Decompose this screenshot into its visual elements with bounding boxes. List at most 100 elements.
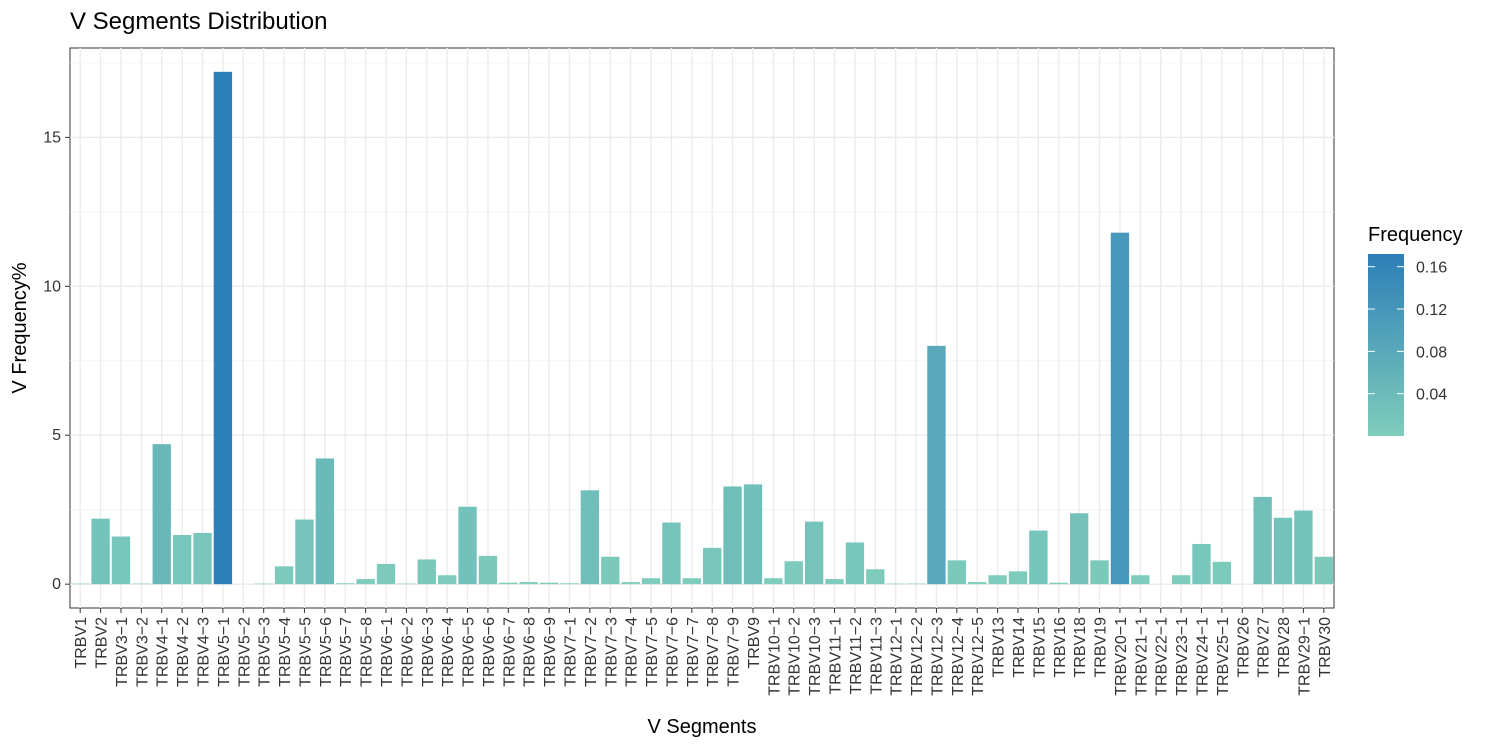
x-tick-label: TRBV12−3: [929, 617, 946, 696]
x-tick-label: TRBV4−2: [175, 617, 192, 687]
bar-trbv10-3: [804, 521, 824, 585]
x-tick-label: TRBV29−1: [1296, 617, 1313, 696]
bar-trbv12-2: [906, 583, 926, 585]
bar-trbv10-2: [784, 561, 803, 585]
x-tick-label: TRBV12−4: [950, 617, 967, 696]
bar-trbv7-9: [723, 486, 742, 585]
bar-trbv5-5: [295, 519, 314, 585]
x-tick-label: TRBV7−3: [603, 617, 620, 687]
bar-trbv13: [988, 575, 1007, 585]
bar-trbv25-1: [1212, 561, 1232, 585]
legend-title: Frequency: [1368, 224, 1463, 246]
bar-trbv3-2: [132, 583, 151, 585]
x-tick-label: TRBV3−1: [114, 617, 131, 687]
bar-trbv12-1: [886, 583, 905, 585]
bar-trbv12-3: [927, 345, 946, 585]
x-tick-label: TRBV5−6: [318, 617, 335, 687]
x-tick-label: TRBV5−2: [236, 617, 253, 687]
x-tick-label: TRBV12−2: [909, 617, 926, 696]
x-tick-label: TRBV20−1: [1113, 617, 1130, 696]
bar-trbv4-1: [152, 444, 171, 585]
x-tick-label: TRBV7−1: [562, 617, 579, 687]
bar-trbv28: [1273, 517, 1293, 585]
x-tick-label: TRBV6−9: [542, 617, 559, 687]
x-tick-label: TRBV26: [1235, 617, 1252, 678]
bar-trbv12-5: [968, 582, 987, 585]
bar-trbv14: [1008, 571, 1028, 585]
x-tick-label: TRBV12−5: [970, 617, 987, 696]
x-tick-label: TRBV5−1: [216, 617, 233, 687]
y-tick-label: 0: [52, 576, 61, 593]
x-tick-label: TRBV5−8: [359, 617, 376, 687]
bar-trbv5-3: [254, 583, 273, 585]
bar-trbv6-3: [417, 559, 436, 585]
bar-trbv6-7: [499, 582, 518, 585]
bar-trbv6-1: [376, 563, 396, 585]
x-tick-label: TRBV6−6: [481, 617, 498, 687]
bar-trbv4-3: [193, 532, 212, 585]
bar-trbv20-1: [1110, 232, 1130, 585]
bar-trbv7-5: [641, 578, 661, 585]
bar-trbv30: [1314, 556, 1333, 585]
x-tick-label: TRBV21−1: [1133, 617, 1150, 696]
bars: [71, 71, 1333, 585]
x-tick-label: TRBV5−4: [277, 617, 294, 687]
x-tick-label: TRBV10−3: [807, 617, 824, 696]
x-tick-label: TRBV11−2: [848, 617, 865, 695]
x-tick-label: TRBV7−2: [583, 617, 600, 687]
x-tick-label: TRBV5−3: [257, 617, 274, 687]
bar-trbv11-2: [845, 542, 865, 585]
bar-trbv7-8: [703, 547, 722, 585]
x-tick-label: TRBV23−1: [1174, 617, 1191, 696]
chart-title: V Segments Distribution: [70, 8, 327, 35]
x-tick-label: TRBV10−1: [766, 617, 783, 696]
x-tick-label: TRBV6−1: [379, 617, 396, 687]
bar-trbv5-8: [356, 579, 375, 585]
x-tick-label: TRBV27: [1256, 617, 1273, 678]
bar-trbv23-1: [1171, 575, 1191, 585]
legend-tick-label: 0.08: [1416, 344, 1447, 361]
bar-trbv6-9: [539, 582, 559, 585]
x-tick-label: TRBV7−5: [644, 617, 661, 687]
bar-trbv11-3: [866, 569, 885, 585]
bar-trbv9: [743, 484, 763, 585]
x-tick-label: TRBV6−3: [420, 617, 437, 687]
grid-lines: [70, 48, 1334, 608]
bar-trbv11-1: [825, 579, 844, 585]
x-tick-label: TRBV7−4: [624, 617, 641, 687]
x-tick-label: TRBV30: [1317, 617, 1334, 678]
x-tick-label: TRBV4−3: [196, 617, 213, 687]
plot-panel: [69, 47, 1335, 609]
x-tick-label: TRBV3−2: [134, 617, 151, 687]
x-tick-label: TRBV11−1: [828, 617, 845, 695]
y-axis-title: V Frequency%: [9, 262, 31, 393]
bar-trbv7-6: [662, 522, 681, 585]
y-tick-label: 5: [52, 427, 61, 444]
legend-tick-label: 0.12: [1416, 302, 1447, 319]
x-tick-label: TRBV7−7: [685, 617, 702, 687]
x-axis: TRBV1 TRBV2 TRBV3−1 TRBV3−2 TRBV4−1 TRBV4−2 TR…: [73, 608, 1334, 696]
bar-trbv29-1: [1294, 510, 1313, 585]
x-tick-label: TRBV5−5: [297, 617, 314, 687]
x-tick-label: TRBV7−6: [664, 617, 681, 687]
y-tick-label: 15: [43, 129, 61, 146]
bar-trbv16: [1049, 582, 1068, 585]
bar-trbv2: [91, 518, 110, 585]
x-tick-label: TRBV7−9: [726, 617, 743, 687]
bar-trbv7-2: [580, 490, 600, 585]
x-tick-label: TRBV6−4: [440, 617, 457, 687]
x-tick-label: TRBV28: [1276, 617, 1293, 678]
x-tick-label: TRBV6−8: [522, 617, 539, 687]
x-tick-label: TRBV11−3: [868, 617, 885, 695]
bar-trbv18: [1069, 513, 1089, 585]
bar-trbv6-4: [437, 575, 457, 585]
bar-trbv1: [71, 583, 90, 585]
x-tick-label: TRBV7−8: [705, 617, 722, 687]
bar-trbv5-6: [315, 458, 335, 585]
x-tick-label: TRBV10−2: [787, 617, 804, 696]
x-tick-label: TRBV19: [1093, 617, 1110, 678]
x-tick-label: TRBV4−1: [155, 617, 172, 687]
x-tick-label: TRBV25−1: [1215, 617, 1232, 696]
legend-tick-label: 0.04: [1416, 387, 1447, 404]
x-tick-label: TRBV6−7: [501, 617, 518, 687]
